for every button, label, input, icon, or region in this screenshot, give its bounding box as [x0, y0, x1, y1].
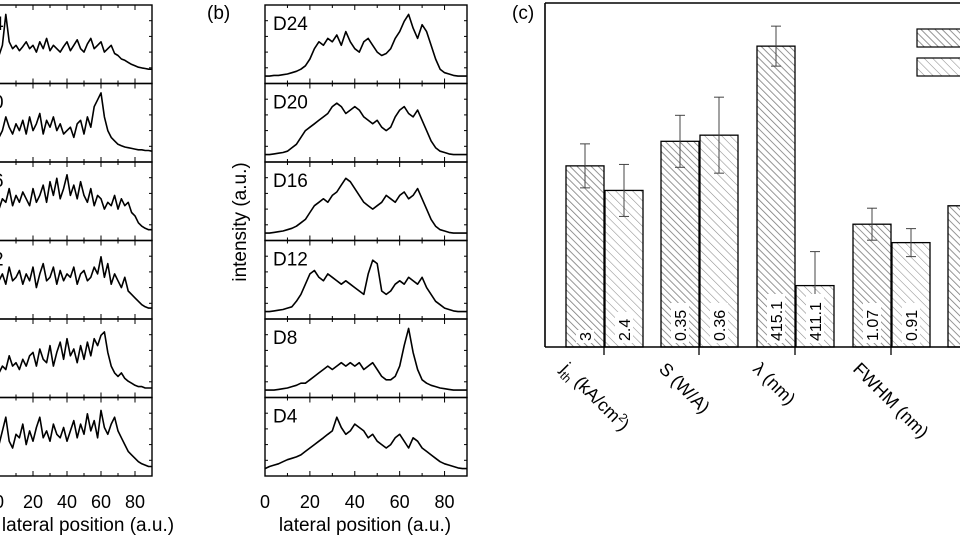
- panel-a-x-tick-label: 60: [91, 492, 111, 512]
- bar-value-label-bg: [767, 294, 785, 343]
- panel-a-subplot: 0: [0, 82, 153, 163]
- panel-c-bars: 3 0.35 415.1 1.07 2.4 0.36 411.1 0.91: [565, 25, 960, 348]
- panel-c-tick-labels: jth (kA/cm2) S (W/A) λ (nm) FWHM (nm): [554, 357, 932, 442]
- panel-a-series-label: 0: [0, 93, 4, 114]
- bar-value-label-bg: [863, 303, 881, 343]
- panel-b-intensity-line: [265, 102, 467, 156]
- panel-a-subplot: 6: [0, 161, 153, 242]
- panel-b-subplot: D20: [264, 82, 468, 163]
- panel-a-x-axis-label: lateral position (a.u.): [2, 515, 174, 536]
- panel-b-x-tick-label: 40: [345, 492, 365, 512]
- panel-a-x-tick-label: 0: [0, 492, 4, 512]
- legend-swatch: [916, 28, 960, 48]
- panel-b-subplot: D8: [264, 318, 468, 399]
- panel-b-intensity-line: [265, 13, 467, 77]
- panel-b-x-ticks: 0 20 40 60 80: [260, 492, 455, 512]
- panel-b-x-tick-label: 60: [390, 492, 410, 512]
- bar-category-label: FWHM (nm): [849, 359, 932, 442]
- panel-a-x-ticks: 0 20 40 60 80: [0, 492, 145, 512]
- panel-c-label: (c): [512, 3, 534, 24]
- bar-value-label-bg: [615, 312, 633, 343]
- panel-b-intensity-line: [265, 259, 467, 313]
- panel-a-subplot-frame: [0, 161, 153, 242]
- bar-value-label: 0.36: [712, 310, 729, 341]
- bar-value-label-bg: [671, 303, 689, 343]
- panel-b-subplot-frame: [264, 396, 468, 477]
- bar-category-label: λ (nm): [749, 359, 799, 409]
- bar-value-label: 3: [578, 332, 595, 341]
- panel-a-x-tick-label: 40: [57, 492, 77, 512]
- panel-a-intensity-line: [0, 92, 153, 152]
- panel-b-intensity-line: [265, 177, 467, 234]
- panel-b: (b) D24 D20 D16 D12 D8 D4 0 20 40 60 80 intensity…: [207, 3, 468, 536]
- panel-a-intensity-line: [0, 13, 152, 70]
- panel-b-series-label: D4: [273, 407, 298, 428]
- bar-value-label: 0.91: [904, 310, 921, 341]
- bar-category-label: S (W/A): [655, 359, 714, 418]
- panel-a-subplot: 4: [0, 4, 153, 85]
- panel-a-subplot: [0, 318, 153, 399]
- panel-b-series-label: D16: [273, 171, 308, 192]
- panel-a-subplots: 4 0 6 2: [0, 4, 153, 477]
- bar-category-label: jth (kA/cm2): [554, 357, 635, 438]
- panel-a-x-tick-label: 20: [23, 492, 43, 512]
- panel-b-series-label: D20: [273, 93, 308, 114]
- panel-a-subplot-frame: [0, 4, 153, 85]
- bar-value-label: 411.1: [808, 302, 825, 341]
- bar: [565, 165, 605, 348]
- panel-b-subplot: D4: [264, 396, 468, 477]
- panel-a-intensity-line: [0, 255, 152, 309]
- panel-b-series-label: D12: [273, 250, 308, 271]
- panel-a-subplot-frame: [0, 396, 153, 477]
- bar-value-label-bg: [710, 303, 728, 343]
- panel-b-intensity-line: [264, 416, 467, 470]
- panel-c-legend: [916, 28, 960, 77]
- panel-a-intensity-line: [0, 174, 152, 231]
- bar-value-label: 415.1: [769, 301, 786, 341]
- panel-a-intensity-line: [0, 409, 152, 468]
- panel-b-x-tick-label: 80: [435, 492, 455, 512]
- legend-swatch: [916, 57, 960, 77]
- panel-b-subplot: D24: [264, 4, 468, 85]
- panel-b-x-axis-label: lateral position (a.u.): [279, 515, 451, 536]
- bar: [947, 205, 960, 348]
- panel-a-series-label: 2: [0, 250, 4, 271]
- panel-b-subplot: D16: [264, 161, 468, 242]
- panel-b-series-label: D8: [273, 328, 297, 349]
- bar-value-label: 1.07: [865, 310, 882, 341]
- panel-b-subplots: D24 D20 D16 D12 D8 D4: [264, 4, 468, 477]
- panel-a-subplot: 2: [0, 239, 153, 320]
- panel-c-axes: [544, 2, 960, 355]
- panel-b-series-label: D24: [273, 14, 308, 35]
- panel-a-intensity-line: [0, 331, 152, 389]
- panel-b-label: (b): [207, 3, 230, 24]
- bar-value-label-bg: [576, 330, 594, 343]
- panel-a-x-tick-label: 80: [125, 492, 145, 512]
- bar-value-label: 0.35: [673, 310, 690, 341]
- bar-value-label-bg: [806, 294, 824, 343]
- panel-b-x-tick-label: 20: [300, 492, 320, 512]
- panel-a-subplot: [0, 396, 153, 477]
- bar-value-label-bg: [902, 303, 920, 343]
- panel-b-subplot: D12: [264, 239, 468, 320]
- panel-a-series-label: 6: [0, 171, 4, 192]
- panel-b-y-axis-label: intensity (a.u.): [230, 162, 251, 281]
- panel-b-intensity-line: [265, 327, 467, 391]
- panel-c: (c) 3 0.35 415.1 1.07 2.4 0.36 411.1 0.91 jth (…: [512, 2, 960, 442]
- panel-a-series-label: 4: [0, 14, 4, 35]
- bar-value-label: 2.4: [617, 319, 634, 341]
- panel-b-x-tick-label: 0: [260, 492, 270, 512]
